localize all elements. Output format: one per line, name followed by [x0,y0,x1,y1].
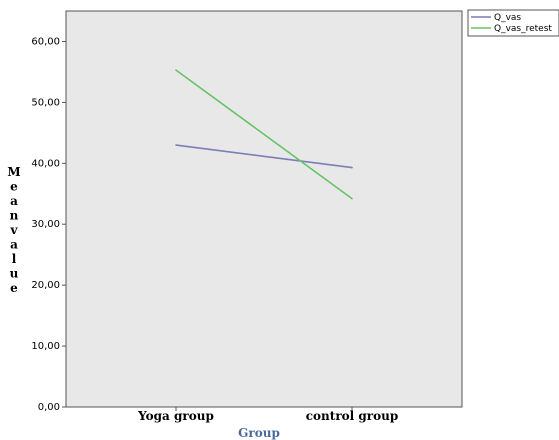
y-tick-label: 60,00 [31,36,60,47]
legend-label: Q_vas_retest [494,24,552,34]
y-tick-label: 10,00 [31,341,60,352]
y-tick-label: 20,00 [31,280,60,291]
x-tick-label: control group [306,409,398,423]
y-axis: 0,00 10,00 20,00 30,00 40,00 50,00 60,00 [31,36,66,413]
data-point [351,166,353,169]
x-axis: Yoga group control group [137,407,398,423]
data-point [175,144,177,146]
y-axis-title-letter: l [12,252,17,266]
series-line-Q_vas [175,144,353,169]
y-axis-title-letter: a [10,194,18,208]
y-tick-label: 0,00 [38,402,60,413]
y-axis-title-letter: v [10,223,19,237]
legend-box [467,9,559,37]
x-tick-label: Yoga group [137,409,214,423]
y-tick-label: 50,00 [31,97,60,108]
x-axis-title: Group [238,426,280,440]
y-axis-title-letter: a [10,238,18,252]
y-axis-title-letter: n [10,209,19,223]
series-line-Q_vas_retest [175,69,353,200]
data-point [175,69,177,71]
series-lines [175,69,353,200]
plot-area [65,10,463,408]
y-axis-title-letter: e [10,281,18,295]
y-axis-title-letter: M [7,165,20,179]
y-axis-title-letter: u [10,267,19,281]
legend-label: Q_vas [494,13,521,23]
y-axis-title-letter: e [10,180,18,194]
y-tick-label: 40,00 [31,158,60,169]
data-point [351,197,353,200]
y-tick-label: 30,00 [31,219,60,230]
